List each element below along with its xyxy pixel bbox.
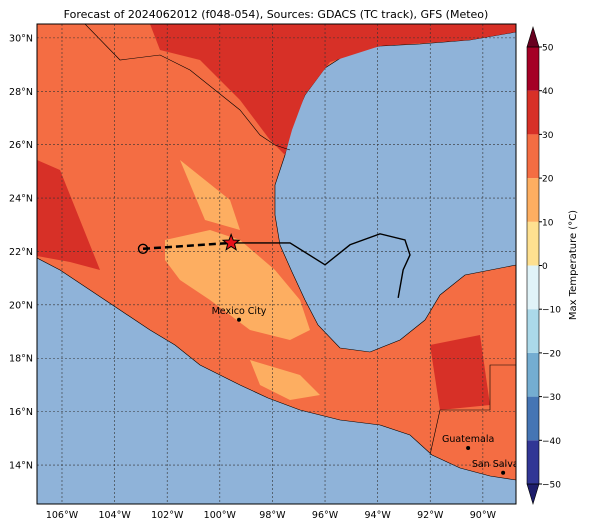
x-tick-label: 90°W	[470, 510, 497, 521]
colorbar-bin	[527, 352, 539, 397]
colorbar-bin	[527, 396, 539, 441]
colorbar-extend	[526, 25, 540, 48]
city-label: San Salvador	[472, 459, 535, 470]
x-tick-label: 92°W	[417, 510, 444, 521]
land	[37, 24, 516, 481]
city-marker	[466, 445, 471, 450]
x-tick-label: 96°W	[312, 510, 339, 521]
y-tick-label: 26°N	[9, 140, 33, 151]
x-tick-label: 104°W	[98, 510, 131, 521]
y-tick-label: 18°N	[9, 354, 33, 365]
colorbar-tick-label: −50	[542, 481, 561, 491]
colorbar-tick-label: −30	[542, 393, 561, 403]
x-tick-label: 100°W	[204, 510, 237, 521]
colorbar-bin	[527, 221, 539, 266]
y-tick-label: 28°N	[9, 87, 33, 98]
mild-region	[180, 160, 240, 230]
colorbar-tick-label: −10	[542, 306, 561, 316]
hot-region	[37, 160, 100, 270]
colorbar-bin	[527, 90, 539, 135]
colorbar-tick-label: 10	[542, 218, 554, 228]
y-tick-label: 24°N	[9, 194, 33, 205]
x-tick-label: 102°W	[151, 510, 184, 521]
x-tick-label: 98°W	[259, 510, 286, 521]
colorbar-tick-label: −20	[542, 349, 561, 359]
city-marker	[237, 317, 242, 322]
colorbar-bin	[527, 440, 539, 484]
city-marker	[501, 470, 506, 475]
colorbar-tick-label: 30	[542, 131, 554, 141]
colorbar-bin	[527, 178, 539, 222]
border	[84, 24, 291, 151]
y-tick-label: 14°N	[9, 461, 33, 472]
border	[429, 364, 516, 456]
city-label: Guatemala	[442, 434, 494, 445]
mild-region	[165, 230, 310, 340]
hot-region	[430, 335, 490, 410]
colorbar-tick-label: 50	[542, 44, 554, 54]
x-tick-label: 94°W	[365, 510, 392, 521]
colorbar-bin	[527, 309, 539, 353]
hot-region	[150, 24, 516, 155]
colorbar-bin	[527, 47, 539, 91]
y-tick-label: 16°N	[9, 407, 33, 418]
colorbar-bin	[527, 134, 539, 179]
city-label: Mexico City	[212, 306, 267, 317]
origin-marker	[137, 243, 149, 254]
colorbar-tick-label: 0	[542, 262, 548, 272]
x-tick-label: 106°W	[46, 510, 79, 521]
map-area: Mexico City Guatemala San Salvador	[37, 24, 535, 504]
mild-region	[250, 360, 320, 400]
colorbar-label: Max Temperature (°C)	[568, 210, 579, 320]
colorbar-tick-label: 40	[542, 87, 554, 97]
colorbar-tick-label: −40	[542, 437, 561, 447]
frame	[36, 23, 517, 505]
current-position	[221, 232, 241, 251]
colorbar-bin	[527, 265, 539, 310]
past-track	[142, 241, 232, 251]
colorbar-tick-label: 20	[542, 175, 554, 185]
y-tick-label: 20°N	[9, 300, 33, 311]
title: Forecast of 2024062012 (f048-054), Sourc…	[64, 8, 489, 21]
y-tick-label: 22°N	[9, 247, 33, 258]
forecast-track	[231, 233, 411, 299]
colorbar-extend	[526, 483, 540, 506]
y-tick-label: 30°N	[9, 33, 33, 44]
